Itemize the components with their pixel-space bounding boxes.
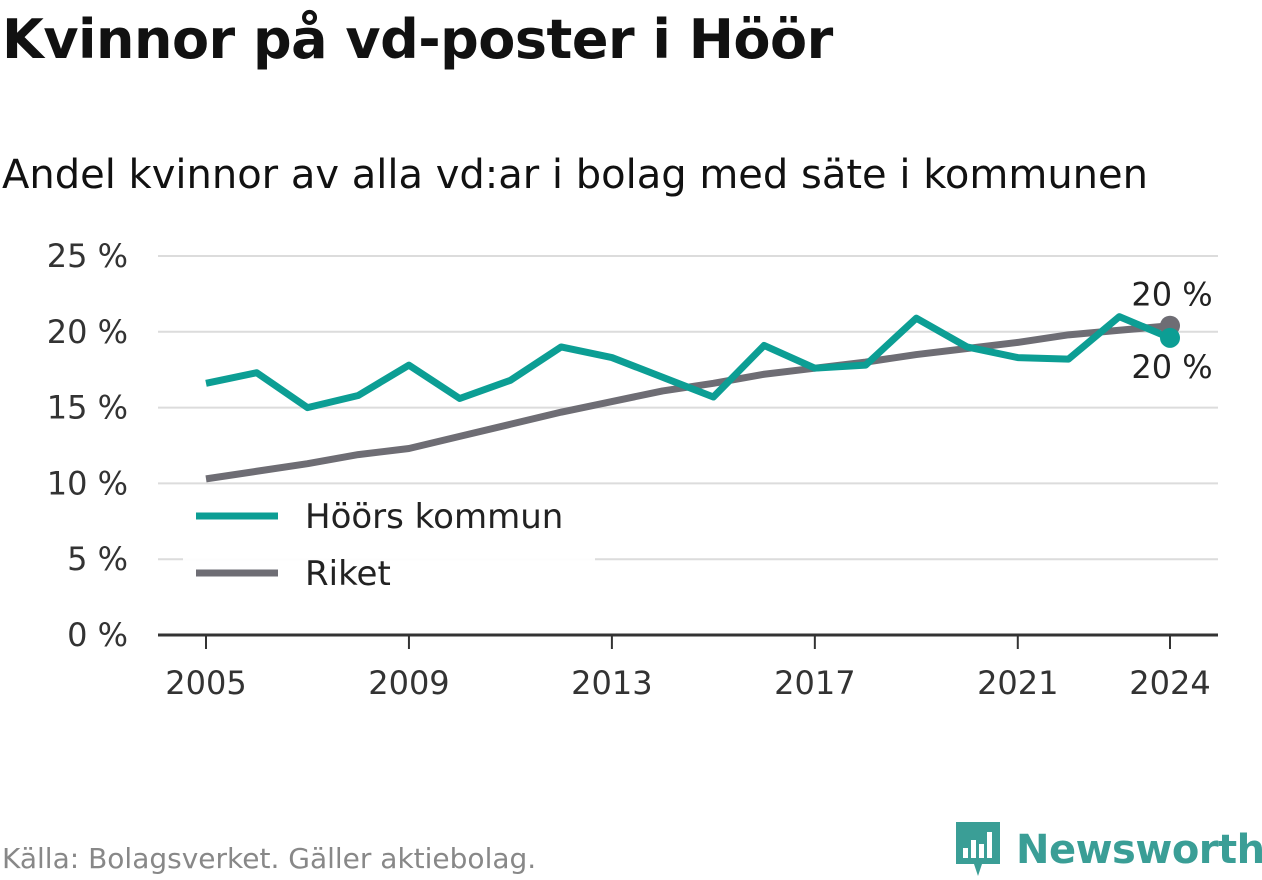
source-note: Källa: Bolagsverket. Gäller aktiebolag. — [2, 842, 537, 875]
legend-label: Höörs kommun — [305, 497, 563, 537]
x-tick-label: 2005 — [165, 664, 246, 702]
end-label-hoor: 20 % — [1131, 348, 1212, 386]
bar-chart-icon — [956, 822, 1000, 876]
end-marker-hoor — [1160, 327, 1180, 348]
y-tick-label: 0 % — [67, 616, 128, 654]
y-tick-label: 15 % — [47, 389, 128, 427]
series-line-hoor — [205, 313, 1172, 412]
logo-text: Newsworthy — [1016, 827, 1262, 873]
legend-label: Riket — [305, 554, 391, 594]
chart-title: Kvinnor på vd-poster i Höör — [2, 8, 833, 71]
newsworthy-logo: Newsworthy — [952, 820, 1262, 880]
x-tick-label: 2017 — [774, 664, 855, 702]
y-tick-label: 5 % — [67, 540, 128, 578]
legend-box — [183, 488, 595, 606]
y-tick-label: 20 % — [47, 313, 128, 351]
x-tick-label: 2009 — [368, 664, 449, 702]
x-tick-label: 2021 — [977, 664, 1058, 702]
x-tick-label: 2024 — [1129, 664, 1210, 702]
chart-subtitle: Andel kvinnor av alla vd:ar i bolag med … — [2, 152, 1148, 198]
y-tick-label: 25 % — [47, 237, 128, 275]
x-tick-label: 2013 — [571, 664, 652, 702]
series-line-riket — [205, 322, 1171, 483]
y-tick-label: 10 % — [47, 464, 128, 502]
end-label-riket: 20 % — [1131, 276, 1212, 314]
